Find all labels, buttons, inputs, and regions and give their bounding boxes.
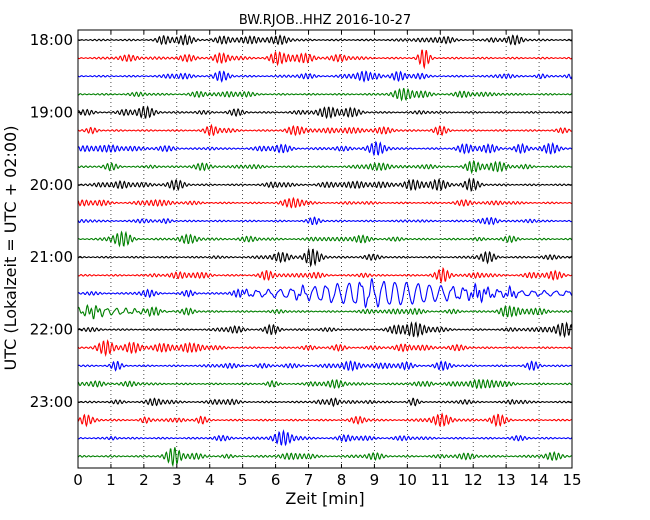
trace-group <box>77 33 573 468</box>
y-axis-label: UTC (Lokalzeit = UTC + 02:00) <box>1 126 20 371</box>
x-tick-label: 15 <box>562 471 581 489</box>
trace-2315 <box>77 412 573 428</box>
trace-1945 <box>77 159 573 175</box>
x-tick-label: 11 <box>431 471 450 489</box>
y-tick-label: 21:00 <box>30 248 73 266</box>
trace-1800 <box>77 33 573 46</box>
trace-2045 <box>77 230 573 248</box>
trace-2245 <box>77 378 573 390</box>
trace-2015 <box>77 196 573 209</box>
trace-1845 <box>77 87 573 102</box>
trace-1830 <box>77 70 573 83</box>
x-tick-label: 9 <box>370 471 380 489</box>
trace-2215 <box>77 339 573 357</box>
x-tick-label: 3 <box>172 471 182 489</box>
trace-1900 <box>77 105 573 120</box>
trace-2145 <box>77 304 573 320</box>
trace-2130 <box>77 277 573 309</box>
y-tick-label: 23:00 <box>30 393 73 411</box>
x-tick-label: 6 <box>271 471 281 489</box>
x-tick-label: 8 <box>337 471 347 489</box>
trace-1915 <box>77 123 573 137</box>
trace-2000 <box>77 177 573 192</box>
x-tick-label: 2 <box>139 471 149 489</box>
plot-frame <box>77 29 573 469</box>
y-tick-label: 18:00 <box>30 31 73 49</box>
x-tick-label: 7 <box>304 471 314 489</box>
x-tick-label: 13 <box>497 471 516 489</box>
trace-2330 <box>77 429 573 447</box>
trace-2200 <box>77 321 573 339</box>
x-tick-label: 0 <box>73 471 83 489</box>
trace-2030 <box>77 216 573 226</box>
axis-ticks: 0 1 2 3 4 5 6 7 8 9 10 11 12 13 14 1518:0019:0020:0021:… <box>30 30 582 489</box>
trace-1815 <box>77 49 573 70</box>
x-tick-label: 14 <box>530 471 549 489</box>
trace-2100 <box>77 247 573 268</box>
x-tick-label: 12 <box>464 471 483 489</box>
trace-1930 <box>77 140 573 157</box>
trace-2230 <box>77 360 573 372</box>
x-tick-label: 10 <box>398 471 417 489</box>
trace-2115 <box>77 266 573 285</box>
y-tick-label: 20:00 <box>30 176 73 194</box>
trace-2300 <box>77 397 573 408</box>
trace-2345 <box>77 447 573 468</box>
chart-title: BW.RJOB..HHZ 2016-10-27 <box>239 13 411 28</box>
x-tick-label: 4 <box>205 471 215 489</box>
x-tick-label: 5 <box>238 471 248 489</box>
x-axis-label: Zeit [min] <box>285 489 364 508</box>
y-tick-label: 22:00 <box>30 321 73 339</box>
y-tick-label: 19:00 <box>30 103 73 121</box>
x-tick-label: 1 <box>106 471 116 489</box>
